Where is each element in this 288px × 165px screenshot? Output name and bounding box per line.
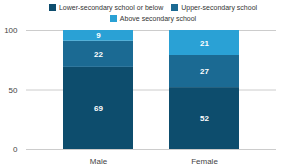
- svg-text:50: 50: [9, 86, 18, 95]
- svg-text:22: 22: [94, 50, 103, 59]
- svg-text:Male: Male: [90, 157, 108, 165]
- svg-text:69: 69: [94, 104, 103, 113]
- svg-text:Female: Female: [191, 157, 218, 165]
- html-text:Above secondary school: Above secondary school: [119, 15, 197, 22]
- svg-text:9: 9: [96, 31, 101, 40]
- svg-text:21: 21: [200, 39, 209, 48]
- svg-text:52: 52: [200, 114, 209, 123]
- svg-text:0: 0: [13, 145, 18, 154]
- svg-text:100: 100: [4, 26, 18, 35]
- html-text:Upper-secondary school: Upper-secondary school: [181, 4, 258, 11]
- svg-text:27: 27: [200, 67, 209, 76]
- html-text:Lower-secondary school or belo: Lower-secondary school or below: [58, 4, 164, 11]
